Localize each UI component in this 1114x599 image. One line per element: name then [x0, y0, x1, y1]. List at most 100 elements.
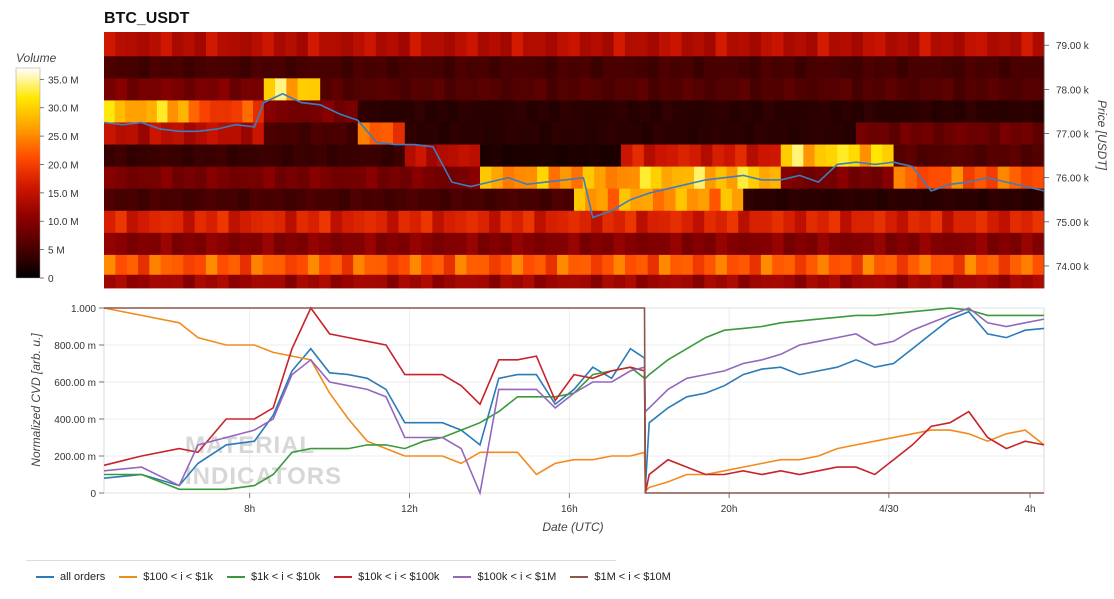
heatmap-cell: [619, 188, 631, 212]
heatmap-cell: [566, 144, 579, 168]
heatmap-cell: [706, 100, 719, 123]
heatmap-cell: [856, 122, 868, 145]
heatmap-cell: [986, 144, 999, 168]
heatmap-cell: [1010, 100, 1022, 123]
heatmap-cell: [443, 274, 456, 289]
heatmap-cell: [523, 254, 535, 276]
heatmap-cell: [148, 188, 161, 212]
heatmap-cell: [613, 232, 626, 256]
heatmap-cell: [647, 56, 660, 79]
heatmap-cell: [930, 32, 943, 57]
heatmap-cell: [582, 100, 595, 123]
heatmap-cell: [310, 100, 323, 123]
heatmap-cell: [421, 32, 433, 57]
heatmap-cell: [220, 100, 232, 123]
legend-item[interactable]: $10k < i < $100k: [334, 571, 439, 583]
heatmap-cell: [398, 232, 411, 256]
heatmap-cell: [178, 100, 189, 123]
heatmap-cell: [409, 210, 422, 234]
legend-item[interactable]: all orders: [36, 571, 105, 583]
heatmap-cell: [353, 32, 365, 57]
heatmap-cell: [205, 32, 218, 57]
heatmap-cell: [616, 166, 629, 190]
heatmap-cell: [840, 210, 852, 234]
heatmap-cell: [693, 78, 706, 101]
heatmap-cell: [489, 78, 502, 101]
heatmap-cell: [275, 78, 287, 101]
heatmap-cell: [262, 254, 275, 276]
heatmap-cell: [953, 56, 966, 79]
heatmap-cell: [172, 122, 185, 145]
legend-item[interactable]: $1M < i < $10M: [570, 571, 671, 583]
heatmap-cell: [579, 210, 592, 234]
heatmap-cell: [844, 122, 857, 145]
heatmap-cell: [294, 188, 306, 212]
heatmap-cell: [304, 144, 317, 168]
heatmap-cell: [285, 232, 297, 256]
heatmap-cell: [1032, 144, 1045, 168]
legend-item[interactable]: $100k < i < $1M: [453, 571, 556, 583]
heatmap-cell: [286, 166, 299, 190]
heatmap-cell: [698, 188, 710, 212]
heatmap-cell: [149, 210, 162, 234]
heatmap-cell: [217, 210, 229, 234]
heatmap-cell: [210, 100, 222, 123]
heatmap-cell: [785, 100, 797, 123]
cvd-x-tick-label: 4h: [1024, 504, 1035, 515]
heatmap-cell: [695, 100, 707, 123]
heatmap-cell: [334, 122, 347, 145]
legend-swatch: [119, 575, 138, 578]
cvd-plot-area: [103, 307, 1045, 494]
heatmap-cell: [806, 56, 818, 79]
heatmap-cell: [537, 100, 550, 123]
heatmap-cell: [997, 166, 1010, 190]
heatmap-cell: [159, 188, 172, 212]
heatmap-cell: [675, 188, 688, 212]
heatmap-cell: [692, 232, 705, 256]
heatmap-cell: [647, 274, 660, 289]
heatmap-cell: [421, 78, 434, 101]
heatmap-cell: [545, 210, 558, 234]
legend-item[interactable]: $1k < i < $10k: [226, 571, 320, 583]
heatmap-cell: [577, 144, 589, 168]
heatmap-cell: [447, 144, 459, 168]
heatmap-cell: [557, 254, 569, 276]
heatmap-cell: [406, 188, 418, 212]
heatmap-cell: [421, 254, 433, 276]
heatmap-cell: [387, 32, 399, 57]
heatmap-cell: [704, 274, 716, 289]
heatmap-cell: [421, 274, 433, 289]
heatmap-cell: [432, 232, 445, 256]
heatmap-cell: [641, 122, 654, 145]
heatmap-cell: [489, 232, 501, 256]
heatmap-cell: [149, 254, 162, 276]
heatmap-cell: [341, 274, 354, 289]
heatmap-cell: [183, 32, 196, 57]
heatmap-cell: [416, 122, 428, 145]
heatmap-cell: [624, 232, 637, 256]
heatmap-cell: [639, 166, 652, 190]
heatmap-cell: [398, 274, 411, 289]
legend-item[interactable]: $100 < i < $1k: [119, 571, 213, 583]
heatmap-cell: [987, 210, 1000, 234]
heatmap-cell: [1032, 274, 1045, 289]
heatmap-cell: [712, 144, 725, 168]
heatmap-cell: [193, 144, 205, 168]
heatmap-cell: [1021, 254, 1034, 276]
heatmap-cell: [262, 232, 275, 256]
heatmap-cell: [670, 274, 682, 289]
heatmap-cell: [749, 32, 762, 57]
heatmap-cell: [159, 144, 172, 168]
legend-label: $10k < i < $100k: [358, 570, 440, 583]
heatmap-cell: [647, 254, 660, 276]
heatmap-cell: [273, 254, 286, 276]
heatmap-cell: [987, 254, 1000, 276]
heatmap-cell: [455, 210, 467, 234]
heatmap-cell: [1032, 166, 1045, 190]
heatmap-cell: [810, 188, 822, 212]
cvd-x-tick-label: 16h: [561, 504, 578, 515]
heatmap-cell: [523, 78, 536, 101]
heatmap-cell: [920, 100, 932, 123]
heatmap-cell: [647, 210, 660, 234]
heatmap-cell: [239, 274, 252, 289]
